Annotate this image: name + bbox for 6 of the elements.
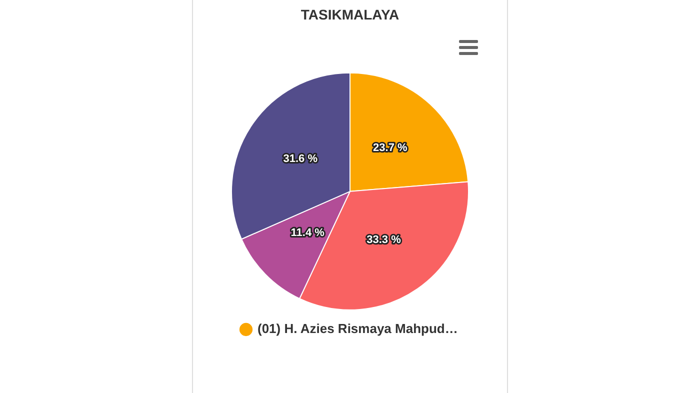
legend-label: (01) H. Azies Rismaya Mahpud… [258, 321, 458, 336]
data-label: 23.7 % [373, 142, 408, 154]
data-label: 31.6 % [283, 153, 318, 166]
data-label: 11.4 % [290, 226, 325, 239]
data-label: 33.3 % [366, 234, 402, 246]
chart-title: TASIKMALAYA [300, 6, 400, 22]
